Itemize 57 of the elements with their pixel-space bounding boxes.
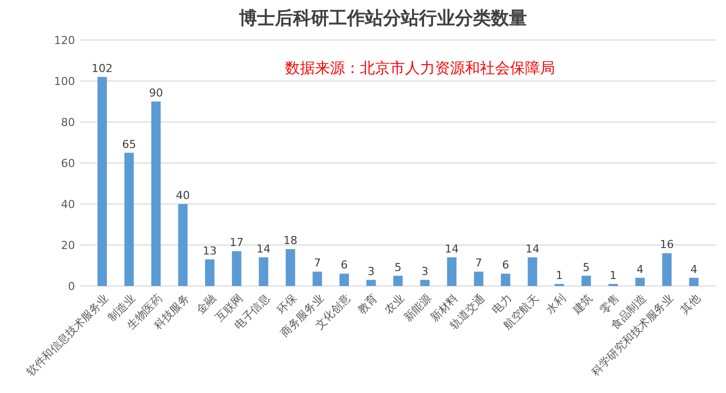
bar: [366, 280, 376, 286]
chart-title: 博士后科研工作站分站行业分类数量: [238, 8, 527, 29]
bar: [232, 251, 242, 286]
x-tick-label: 建筑: [570, 292, 596, 318]
data-label: 5: [394, 260, 402, 274]
x-tick-label: 其他: [678, 292, 703, 316]
bar: [662, 253, 672, 286]
bar: [205, 259, 214, 286]
data-label: 65: [122, 138, 136, 151]
data-label: 7: [314, 256, 321, 270]
data-label: 90: [148, 86, 163, 100]
bar: [474, 272, 484, 286]
data-label: 14: [444, 242, 459, 256]
y-tick-label: 120: [54, 34, 75, 47]
data-label: 4: [636, 262, 644, 276]
bar: [393, 276, 403, 286]
bar: [500, 274, 510, 286]
x-tick-label: 水利: [543, 292, 568, 316]
bar: [689, 278, 699, 286]
bar: [312, 272, 322, 286]
bar: [582, 276, 591, 286]
bar: [178, 204, 188, 286]
data-label: 18: [283, 234, 298, 248]
data-label: 13: [202, 244, 217, 258]
data-label: 7: [475, 256, 482, 270]
data-label: 40: [176, 189, 190, 202]
data-label: 6: [340, 258, 348, 272]
bar: [151, 102, 161, 286]
bar: [124, 152, 134, 286]
bar: [97, 76, 107, 286]
x-tick-label: 教育: [355, 292, 380, 316]
bar: [635, 278, 645, 286]
data-label: 4: [690, 262, 698, 276]
bar: [528, 257, 538, 286]
data-label: 6: [502, 258, 510, 272]
data-label: 5: [582, 260, 590, 274]
bar: [258, 257, 268, 286]
data-label: 102: [92, 62, 113, 75]
y-tick-label: 100: [54, 74, 75, 88]
data-label: 3: [368, 264, 375, 278]
data-label: 3: [421, 264, 428, 278]
y-tick-label: 80: [61, 116, 75, 129]
data-label: 14: [525, 242, 540, 256]
annotation: 数据来源：北京市人力资源和社会保障局: [285, 59, 555, 77]
bar: [447, 257, 456, 286]
y-tick-label: 20: [61, 238, 75, 252]
bar: [340, 274, 349, 286]
data-label: 16: [660, 238, 674, 252]
y-tick-label: 60: [61, 156, 75, 170]
data-label: 14: [256, 242, 271, 256]
data-label: 1: [610, 268, 617, 282]
data-label: 17: [230, 236, 244, 250]
y-tick-label: 0: [68, 280, 75, 293]
bar: [286, 249, 296, 286]
y-tick-label: 40: [61, 198, 75, 211]
bar: [420, 280, 430, 286]
data-label: 1: [556, 268, 563, 282]
